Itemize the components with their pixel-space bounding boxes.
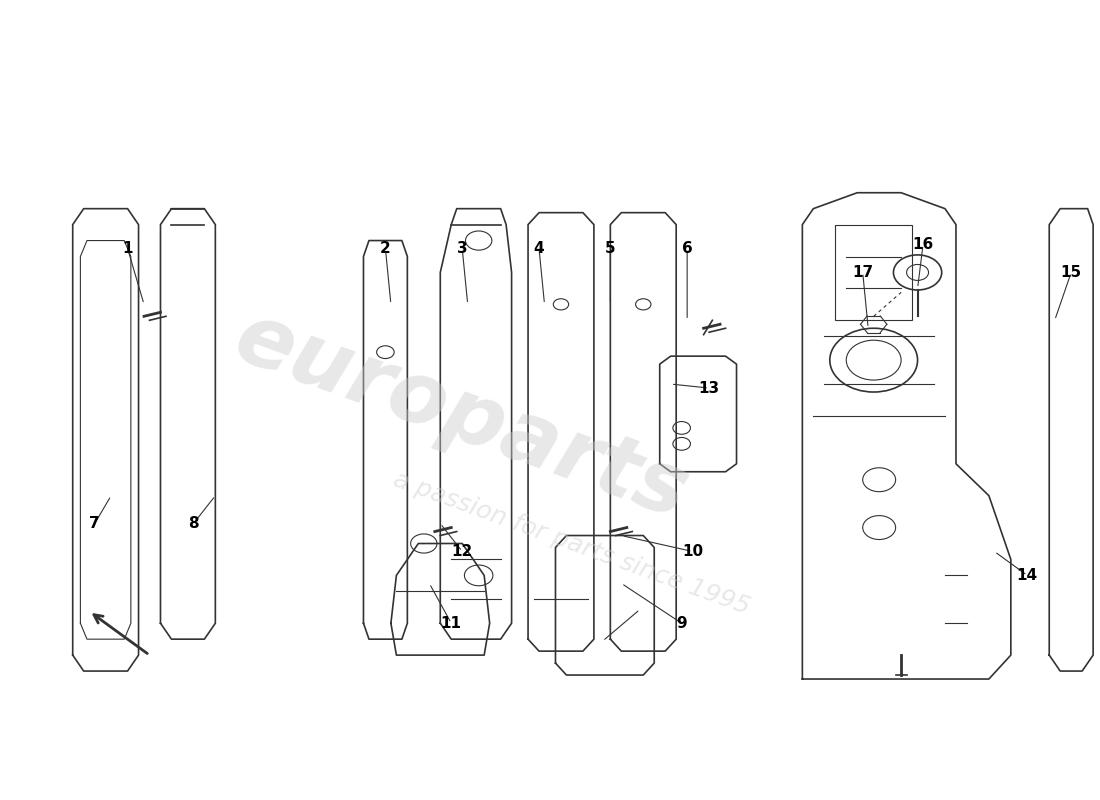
Text: 9: 9 xyxy=(676,616,688,630)
Text: 11: 11 xyxy=(441,616,462,630)
Text: 4: 4 xyxy=(534,241,544,256)
Text: 6: 6 xyxy=(682,241,693,256)
Text: 5: 5 xyxy=(605,241,616,256)
Text: 14: 14 xyxy=(1016,568,1038,583)
Text: 10: 10 xyxy=(682,544,703,559)
Text: a passion for parts since 1995: a passion for parts since 1995 xyxy=(390,468,754,619)
Text: 8: 8 xyxy=(188,516,199,531)
Text: 17: 17 xyxy=(852,265,873,280)
Text: 7: 7 xyxy=(89,516,100,531)
Text: 16: 16 xyxy=(912,237,934,252)
Text: 13: 13 xyxy=(698,381,719,395)
Text: 3: 3 xyxy=(456,241,468,256)
Text: 1: 1 xyxy=(122,241,133,256)
Text: europarts: europarts xyxy=(224,295,700,536)
Text: 2: 2 xyxy=(379,241,390,256)
Text: 12: 12 xyxy=(452,544,473,559)
Bar xyxy=(835,225,912,320)
Text: 15: 15 xyxy=(1060,265,1081,280)
